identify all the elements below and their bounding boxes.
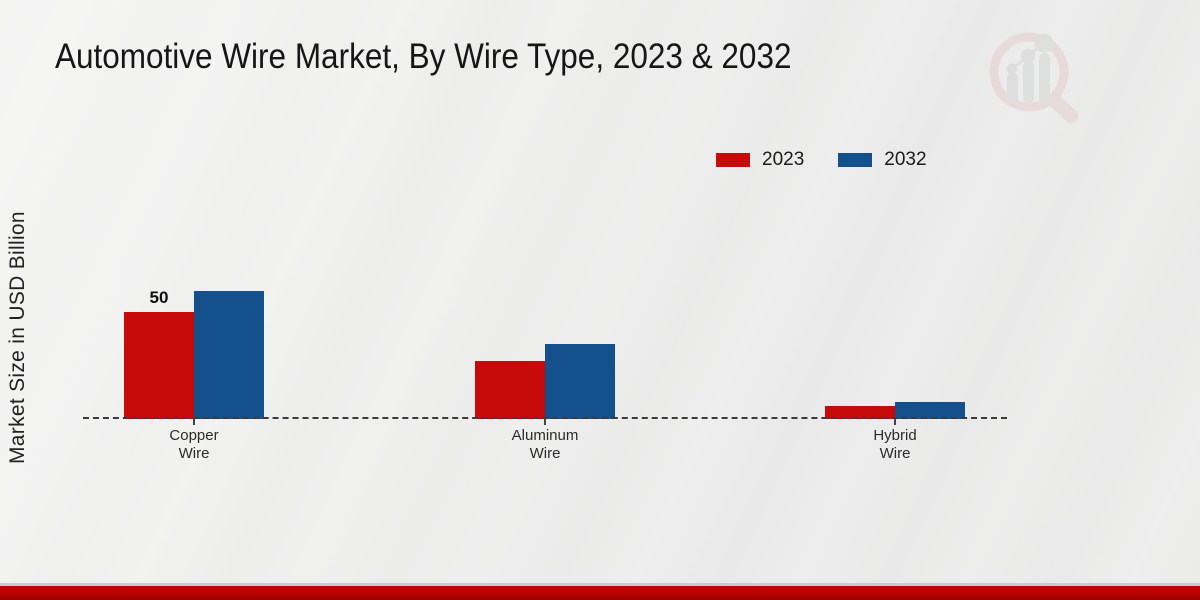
x-axis-tick [193, 419, 195, 425]
legend-item-2023: 2023 [716, 149, 804, 171]
magnifier-barchart-logo-watermark [989, 32, 1078, 123]
bar-hybrid-wire-2032 [895, 401, 965, 419]
bar-aluminum-wire-2032 [545, 344, 615, 419]
category-label-line: Wire [879, 445, 911, 463]
bar-value-label-copper-wire-2023: 50 [149, 288, 169, 307]
category-label-hybrid-wire: Hybrid Wire [825, 427, 965, 464]
footer-red-bar [0, 586, 1200, 600]
bar-hybrid-wire-2023 [825, 406, 895, 419]
legend-swatch-2023 [716, 153, 750, 167]
category-label-copper-wire: Copper Wire [124, 427, 264, 464]
x-axis-tick [894, 419, 896, 425]
chart-title: Automotive Wire Market, By Wire Type, 20… [55, 37, 792, 76]
x-axis-baseline [83, 417, 1007, 419]
bar-aluminum-wire-2023 [475, 361, 545, 419]
legend-swatch-2032 [838, 153, 873, 167]
bar-copper-wire-2032 [194, 290, 264, 419]
x-axis-tick [544, 419, 546, 425]
legend: 2023 2032 [716, 149, 927, 171]
category-label-aluminum-wire: Aluminum Wire [475, 427, 615, 464]
category-label-line: Wire [529, 445, 561, 463]
category-label-line: Aluminum [511, 427, 579, 444]
category-label-line: Copper [169, 427, 219, 444]
category-label-line: Wire [178, 445, 210, 463]
bar-copper-wire-2023 [124, 312, 194, 419]
footer-divider-line [0, 583, 1200, 586]
category-label-line: Hybrid [873, 427, 917, 444]
legend-item-2032: 2032 [838, 149, 927, 171]
legend-label: 2023 [762, 149, 805, 170]
legend-label: 2032 [884, 149, 927, 170]
